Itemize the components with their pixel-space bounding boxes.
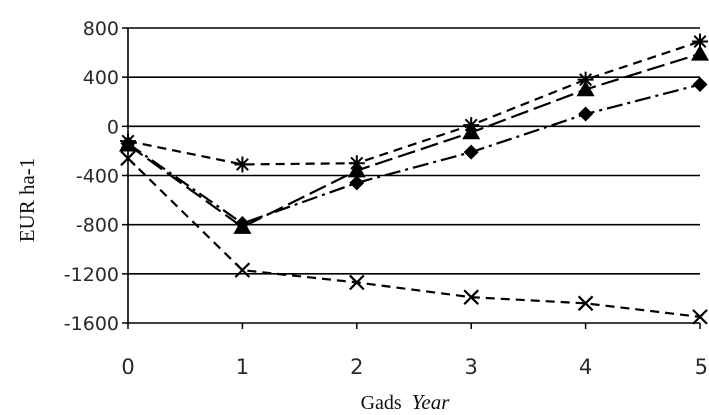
series-1-point-4 xyxy=(577,71,594,88)
y-tick-label-1: 400 xyxy=(83,67,119,89)
series-2-point-2 xyxy=(347,161,366,178)
x-axis-label-main: Gads xyxy=(361,392,402,414)
series-3-point-0 xyxy=(120,136,136,152)
x-tick-label-2: 2 xyxy=(350,355,363,379)
series-3-point-4 xyxy=(578,106,594,122)
y-tick-label-3: -400 xyxy=(76,166,119,188)
series-4 xyxy=(120,150,708,325)
series-3-line xyxy=(127,83,701,225)
series-3-point-1 xyxy=(234,215,250,231)
series-2-point-4 xyxy=(576,80,595,97)
x-axis-label-italic: Year xyxy=(412,390,451,414)
y-tick-label-4: -800 xyxy=(76,215,119,237)
series-2-line xyxy=(127,52,701,229)
series-4-point-0 xyxy=(120,150,136,167)
y-tick-label-0: 800 xyxy=(83,18,119,40)
series-group xyxy=(119,33,709,325)
series-3-point-5 xyxy=(692,77,708,93)
grid-lines xyxy=(127,27,700,324)
x-tick-label-5: 5 xyxy=(695,355,708,379)
x-tick-label-3: 3 xyxy=(465,355,478,379)
y-tick-label-2: 0 xyxy=(107,116,119,138)
series-2 xyxy=(119,44,709,234)
series-4-point-1 xyxy=(234,262,251,278)
series-1-line xyxy=(127,40,701,166)
series-1-point-1 xyxy=(234,156,251,173)
series-4-point-5 xyxy=(692,309,708,325)
series-4-line xyxy=(127,157,701,318)
x-tick-label-4: 4 xyxy=(579,355,592,379)
y-tick-label-5: -1200 xyxy=(64,264,119,286)
x-tick-label-1: 1 xyxy=(236,355,249,379)
y-tick-label-6: -1600 xyxy=(64,313,119,335)
series-3-point-3 xyxy=(463,144,479,160)
series-2-point-3 xyxy=(462,123,481,140)
series-3-point-2 xyxy=(349,175,365,191)
y-axis-label: EUR ha-1 xyxy=(15,158,39,243)
series-4-point-4 xyxy=(577,295,594,312)
series-3 xyxy=(120,77,708,231)
x-tick-label-0: 0 xyxy=(121,355,134,379)
series-2-point-5 xyxy=(691,44,709,61)
series-4-point-2 xyxy=(349,274,365,291)
series-4-point-3 xyxy=(463,289,479,305)
x-axis-label: Gads Year xyxy=(361,390,451,414)
series-1-point-5 xyxy=(692,33,708,50)
x-axis-ticks: 0 1 2 3 4 5 xyxy=(121,323,708,379)
y-axis-ticks: 800 400 0 -400 -800 -1200 -1600 xyxy=(64,18,128,335)
